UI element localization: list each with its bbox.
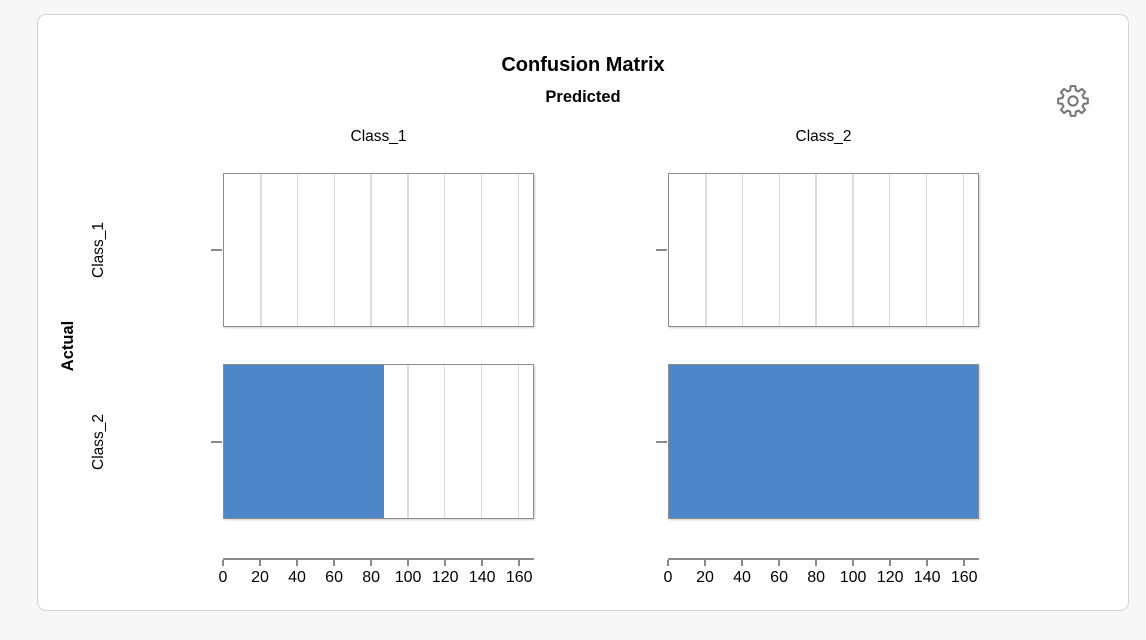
x-axis-tick-label: 20 bbox=[696, 569, 714, 586]
x-axis-tick bbox=[333, 560, 336, 566]
x-axis-tick bbox=[889, 560, 892, 566]
actual-axis-title: Actual bbox=[59, 320, 77, 371]
x-axis-tick bbox=[296, 560, 299, 566]
x-axis-tick-label: 80 bbox=[807, 569, 825, 586]
count-bar bbox=[224, 365, 385, 518]
x-axis-tick bbox=[370, 560, 373, 566]
x-axis-tick-label: 40 bbox=[733, 569, 751, 586]
x-axis-tick bbox=[444, 560, 447, 566]
y-axis-tick bbox=[211, 440, 222, 443]
panel-gridline bbox=[778, 174, 781, 326]
panel-actual-class_1-predicted-class_1 bbox=[223, 173, 534, 327]
x-axis-tick bbox=[259, 560, 262, 566]
x-axis-tick bbox=[963, 560, 966, 566]
row-label-class_1: Class_1 bbox=[90, 222, 107, 278]
x-axis-tick-label: 40 bbox=[288, 569, 306, 586]
x-axis-tick bbox=[741, 560, 744, 566]
x-axis-tick-label: 0 bbox=[218, 569, 228, 586]
panel-gridline bbox=[260, 174, 262, 326]
panel-gridline bbox=[517, 174, 520, 326]
x-axis-tick-label: 80 bbox=[362, 569, 380, 586]
panel-gridline bbox=[517, 365, 520, 518]
panel-gridline bbox=[925, 174, 928, 326]
panel-gridline bbox=[962, 174, 965, 326]
row-label-class_2: Class_2 bbox=[90, 413, 107, 470]
x-axis-tick bbox=[852, 560, 855, 566]
panel-gridline bbox=[296, 174, 299, 326]
panel-actual-class_2-predicted-class_1 bbox=[223, 364, 534, 519]
x-axis-tick bbox=[481, 560, 484, 566]
x-axis-tick-label: 20 bbox=[251, 569, 269, 586]
y-axis-tick bbox=[656, 440, 667, 443]
x-axis-tick bbox=[518, 560, 521, 566]
x-axis-tick bbox=[926, 560, 929, 566]
x-axis-tick-label: 160 bbox=[950, 569, 978, 586]
count-bar bbox=[669, 365, 978, 518]
panel-gridline bbox=[888, 174, 891, 326]
y-axis-tick bbox=[211, 249, 222, 251]
x-axis: 0 20 40 60 80 100 120 140 160 bbox=[219, 558, 534, 598]
gear-icon bbox=[1057, 85, 1089, 117]
x-axis-line bbox=[668, 558, 979, 560]
panel-gridline bbox=[407, 174, 409, 326]
panel-gridline bbox=[480, 365, 483, 518]
panel-gridline bbox=[333, 174, 336, 326]
x-axis-tick-label: 0 bbox=[663, 569, 673, 586]
settings-gear-button[interactable] bbox=[1054, 82, 1092, 120]
x-axis-tick-label: 160 bbox=[505, 569, 533, 586]
panel-gridline bbox=[443, 174, 446, 326]
panel-gridline bbox=[370, 174, 372, 326]
panel-gridline bbox=[852, 174, 854, 326]
x-axis-tick-label: 60 bbox=[770, 569, 788, 586]
x-axis-tick bbox=[407, 560, 410, 566]
x-axis-tick-label: 120 bbox=[431, 569, 459, 586]
x-axis-line bbox=[223, 558, 534, 560]
panel-actual-class_1-predicted-class_2 bbox=[668, 173, 979, 327]
x-axis: 0 20 40 60 80 100 120 140 160 bbox=[664, 558, 979, 598]
x-axis-tick bbox=[778, 560, 781, 566]
x-axis-tick-label: 120 bbox=[876, 569, 904, 586]
panel-gridline bbox=[407, 365, 409, 518]
x-axis-tick-label: 100 bbox=[394, 569, 422, 586]
x-axis-tick bbox=[667, 560, 669, 566]
panel-gridline bbox=[480, 174, 483, 326]
x-axis-tick-label: 140 bbox=[913, 569, 941, 586]
confusion-matrix-chart: Class_1 0 20 40 60 80 100 120 140 160 Class_2 0 20 40… bbox=[38, 15, 1128, 610]
column-header-class_1: Class_1 bbox=[350, 128, 407, 145]
column-header-class_2: Class_2 bbox=[795, 128, 852, 145]
panel-gridline bbox=[815, 174, 817, 326]
predicted-axis-title: Predicted bbox=[545, 88, 621, 106]
x-axis-tick-label: 140 bbox=[468, 569, 496, 586]
x-axis-tick bbox=[704, 560, 707, 566]
x-axis-tick-label: 100 bbox=[839, 569, 867, 586]
x-axis-tick bbox=[222, 560, 224, 566]
y-axis-tick bbox=[656, 249, 667, 251]
panel-gridline bbox=[443, 365, 446, 518]
x-axis-tick bbox=[815, 560, 818, 566]
panel-gridline bbox=[705, 174, 707, 326]
panel-actual-class_2-predicted-class_2 bbox=[668, 364, 979, 519]
panel-gridline bbox=[741, 174, 744, 326]
chart-card: Confusion Matrix Predicted Class_1 0 20 40 6… bbox=[37, 14, 1129, 611]
chart-title: Confusion Matrix bbox=[501, 54, 665, 76]
x-axis-tick-label: 60 bbox=[325, 569, 343, 586]
